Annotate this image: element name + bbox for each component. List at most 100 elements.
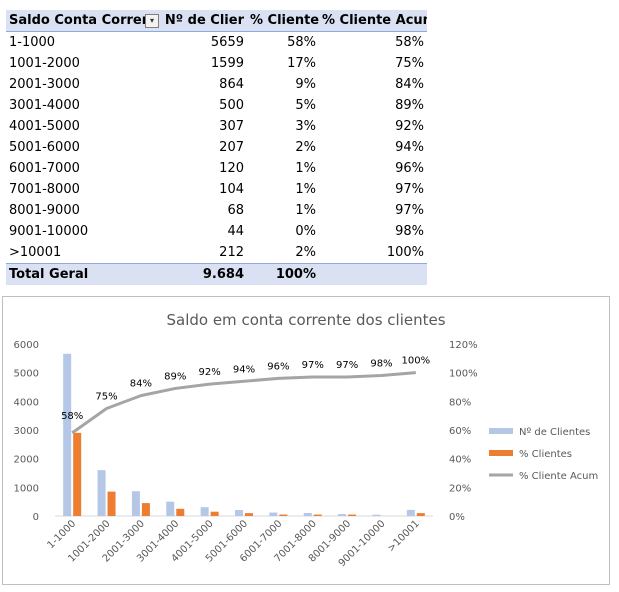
row-label: 3001-4000 [9,98,80,113]
table-row: 1001-2000 1599 17% 75% [6,53,427,74]
row-pct-acum: 84% [395,77,424,92]
chart-title: Saldo em conta corrente dos clientes [166,311,445,329]
filter-dropdown-icon[interactable]: ▾ [145,14,159,28]
left-tick-label: 4000 [14,397,39,408]
bar-num-clientes [372,514,381,516]
data-label: 98% [370,359,392,370]
data-label: 58% [61,411,83,422]
row-pct-acum: 96% [395,161,424,176]
right-tick-label: 120% [449,340,478,351]
row-num-clientes: 5659 [210,35,244,50]
x-tick-label: 1-1000 [45,518,78,551]
pivot-table: Saldo Conta Corrent ▾ Nº de Clier % Clie… [6,10,427,285]
bar-num-clientes [338,514,347,516]
row-num-clientes: 44 [227,224,244,239]
row-pct-clientes: 1% [295,182,316,197]
total-pct-clientes: 100% [247,263,319,285]
row-num-clientes: 307 [219,119,244,134]
bar-pct-clientes [141,503,150,516]
x-tick-label: >10001 [386,518,422,554]
legend-label: Nº de Clientes [519,427,590,438]
row-num-clientes: 1599 [210,56,244,71]
right-tick-label: 20% [449,483,471,494]
bar-num-clientes [235,510,243,516]
row-pct-clientes: 9% [295,77,316,92]
bar-pct-clientes [348,514,357,516]
row-pct-clientes: 17% [287,56,316,71]
right-axis: 0% 20% 40% 60% 80% 100% 120% [449,340,478,523]
table-row: 4001-5000 307 3% 92% [6,116,427,137]
bar-num-clientes [97,470,106,516]
row-pct-acum: 100% [386,245,424,260]
legend: Nº de Clientes % Clientes % Cliente Acum [489,427,598,482]
row-label: 1-1000 [9,35,56,50]
bar-num-clientes [166,501,175,516]
header-pct-clientes: % Clientes [247,10,319,32]
table-row: 7001-8000 104 1% 97% [6,179,427,200]
header-num-clientes: Nº de Clier [161,10,247,32]
row-num-clientes: 68 [227,203,244,218]
table-row: 8001-9000 68 1% 97% [6,200,427,221]
bar-num-clientes [269,512,278,516]
combo-chart: Saldo em conta corrente dos clientes 0 10… [14,311,599,569]
data-label: 92% [199,367,221,378]
left-tick-label: 3000 [14,426,39,437]
row-num-clientes: 500 [219,98,244,113]
bar-num-clientes [131,491,140,516]
data-label: 97% [336,360,358,371]
row-pct-clientes: 2% [295,245,316,260]
legend-swatch-num-clientes [489,428,513,434]
bar-num-clientes [63,353,72,516]
data-label: 100% [402,356,431,367]
header-pct-cliente-acum: % Cliente Acum [319,10,427,32]
bars [63,353,425,516]
row-pct-acum: 89% [395,98,424,113]
row-label: 2001-3000 [9,77,80,92]
row-label: 1001-2000 [9,56,80,71]
left-tick-label: 1000 [14,483,39,494]
table-row: 5001-6000 207 2% 94% [6,137,427,158]
bar-pct-clientes [210,511,219,516]
row-pct-clientes: 0% [295,224,316,239]
row-num-clientes: 212 [219,245,244,260]
right-tick-label: 100% [449,369,478,380]
row-label: 4001-5000 [9,119,80,134]
left-axis: 0 1000 2000 3000 4000 5000 6000 [14,340,433,523]
row-pct-clientes: 2% [295,140,316,155]
table-row: 2001-3000 864 9% 84% [6,74,427,95]
row-num-clientes: 207 [219,140,244,155]
left-tick-label: 2000 [14,455,39,466]
row-pct-acum: 94% [395,140,424,155]
x-axis-labels: 1-10001001-20002001-30003001-40004001-50… [45,518,421,569]
total-num-clientes: 9.684 [161,263,247,285]
header-saldo-conta-corrente[interactable]: Saldo Conta Corrent ▾ [6,10,161,32]
bar-pct-clientes [107,491,116,516]
row-pct-acum: 58% [395,35,424,50]
bar-pct-clientes [279,514,288,516]
bar-pct-clientes [313,514,322,516]
bar-pct-clientes [176,508,185,516]
data-label: 75% [95,392,117,403]
legend-label: % Clientes [519,449,572,460]
table-row: 1-1000 5659 58% 58% [6,32,427,54]
data-label: 97% [302,360,324,371]
row-num-clientes: 104 [219,182,244,197]
bar-num-clientes [200,507,209,516]
row-label: 6001-7000 [9,161,80,176]
row-pct-acum: 92% [395,119,424,134]
total-label: Total Geral [6,263,161,285]
right-tick-label: 0% [449,512,465,523]
left-tick-label: 6000 [14,340,39,351]
data-label: 89% [164,371,186,382]
data-label: 96% [267,361,289,372]
data-label: 84% [130,379,152,390]
row-pct-acum: 75% [395,56,424,71]
header-label: Saldo Conta Corrent [9,13,158,28]
cumulative-line: 58% 75% 84% 89% 92% 94% 96% 97% 97% 98% 100% [61,356,431,435]
row-pct-clientes: 3% [295,119,316,134]
total-pct-acum [319,263,427,285]
cumulative-line-path [71,371,416,435]
chart-container[interactable]: Saldo em conta corrente dos clientes 0 10… [2,296,610,585]
row-pct-acum: 98% [395,224,424,239]
data-label: 94% [233,364,255,375]
